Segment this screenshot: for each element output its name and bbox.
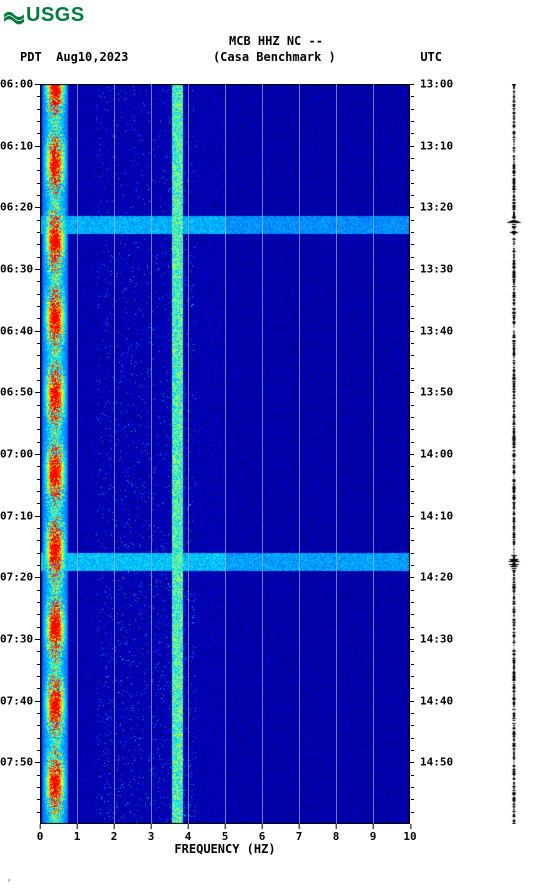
y-tick-right: 14:00: [420, 448, 453, 461]
y-tick-left: 06:30: [0, 263, 33, 276]
y-tick-left: 07:30: [0, 633, 33, 646]
y-tick-left: 06:50: [0, 386, 33, 399]
logo-text: USGS: [26, 4, 85, 27]
y-tick-right: 14:10: [420, 509, 453, 522]
x-tick: 8: [333, 824, 340, 843]
y-tick-right: 13:30: [420, 263, 453, 276]
y-tick-left: 07:20: [0, 571, 33, 584]
y-tick-left: 07:40: [0, 694, 33, 707]
x-tick: 6: [259, 824, 266, 843]
y-tick-right: 14:20: [420, 571, 453, 584]
x-tick: 7: [296, 824, 303, 843]
chart-title: MCB HHZ NC --: [0, 34, 552, 48]
y-tick-right: 13:00: [420, 78, 453, 91]
x-tick: 2: [111, 824, 118, 843]
usgs-logo: USGS: [4, 4, 85, 27]
tz-right: UTC: [420, 50, 532, 64]
y-tick-left: 06:20: [0, 201, 33, 214]
spectrogram-plot: [40, 84, 410, 824]
tz-left: PDT Aug10,2023: [20, 50, 128, 64]
y-tick-right: 14:30: [420, 633, 453, 646]
waveform-strip: [506, 84, 522, 824]
wave-icon: [4, 7, 24, 25]
y-tick-left: 06:00: [0, 78, 33, 91]
y-tick-right: 13:40: [420, 324, 453, 337]
y-tick-left: 06:10: [0, 139, 33, 152]
x-tick: 9: [370, 824, 377, 843]
y-tick-right: 13:20: [420, 201, 453, 214]
y-tick-right: 14:50: [420, 756, 453, 769]
x-tick: 5: [222, 824, 229, 843]
x-tick: 1: [74, 824, 81, 843]
footer-mark: ': [6, 878, 12, 889]
y-tick-left: 06:40: [0, 324, 33, 337]
x-tick: 4: [185, 824, 192, 843]
x-axis-label: FREQUENCY (HZ): [40, 842, 410, 856]
y-axis-right: 13:0013:1013:2013:3013:4013:5014:0014:10…: [414, 84, 454, 824]
y-axis-left: 06:0006:1006:2006:3006:4006:5007:0007:10…: [0, 84, 38, 824]
x-tick: 0: [37, 824, 44, 843]
x-tick: 10: [403, 824, 416, 843]
y-tick-right: 13:50: [420, 386, 453, 399]
y-tick-right: 13:10: [420, 139, 453, 152]
y-tick-right: 14:40: [420, 694, 453, 707]
x-tick: 3: [148, 824, 155, 843]
chart-header: MCB HHZ NC -- PDT Aug10,2023 (Casa Bench…: [0, 34, 552, 64]
y-tick-left: 07:50: [0, 756, 33, 769]
y-tick-left: 07:00: [0, 448, 33, 461]
y-tick-left: 07:10: [0, 509, 33, 522]
waveform-canvas: [506, 84, 522, 824]
station-name: (Casa Benchmark ): [213, 50, 336, 64]
